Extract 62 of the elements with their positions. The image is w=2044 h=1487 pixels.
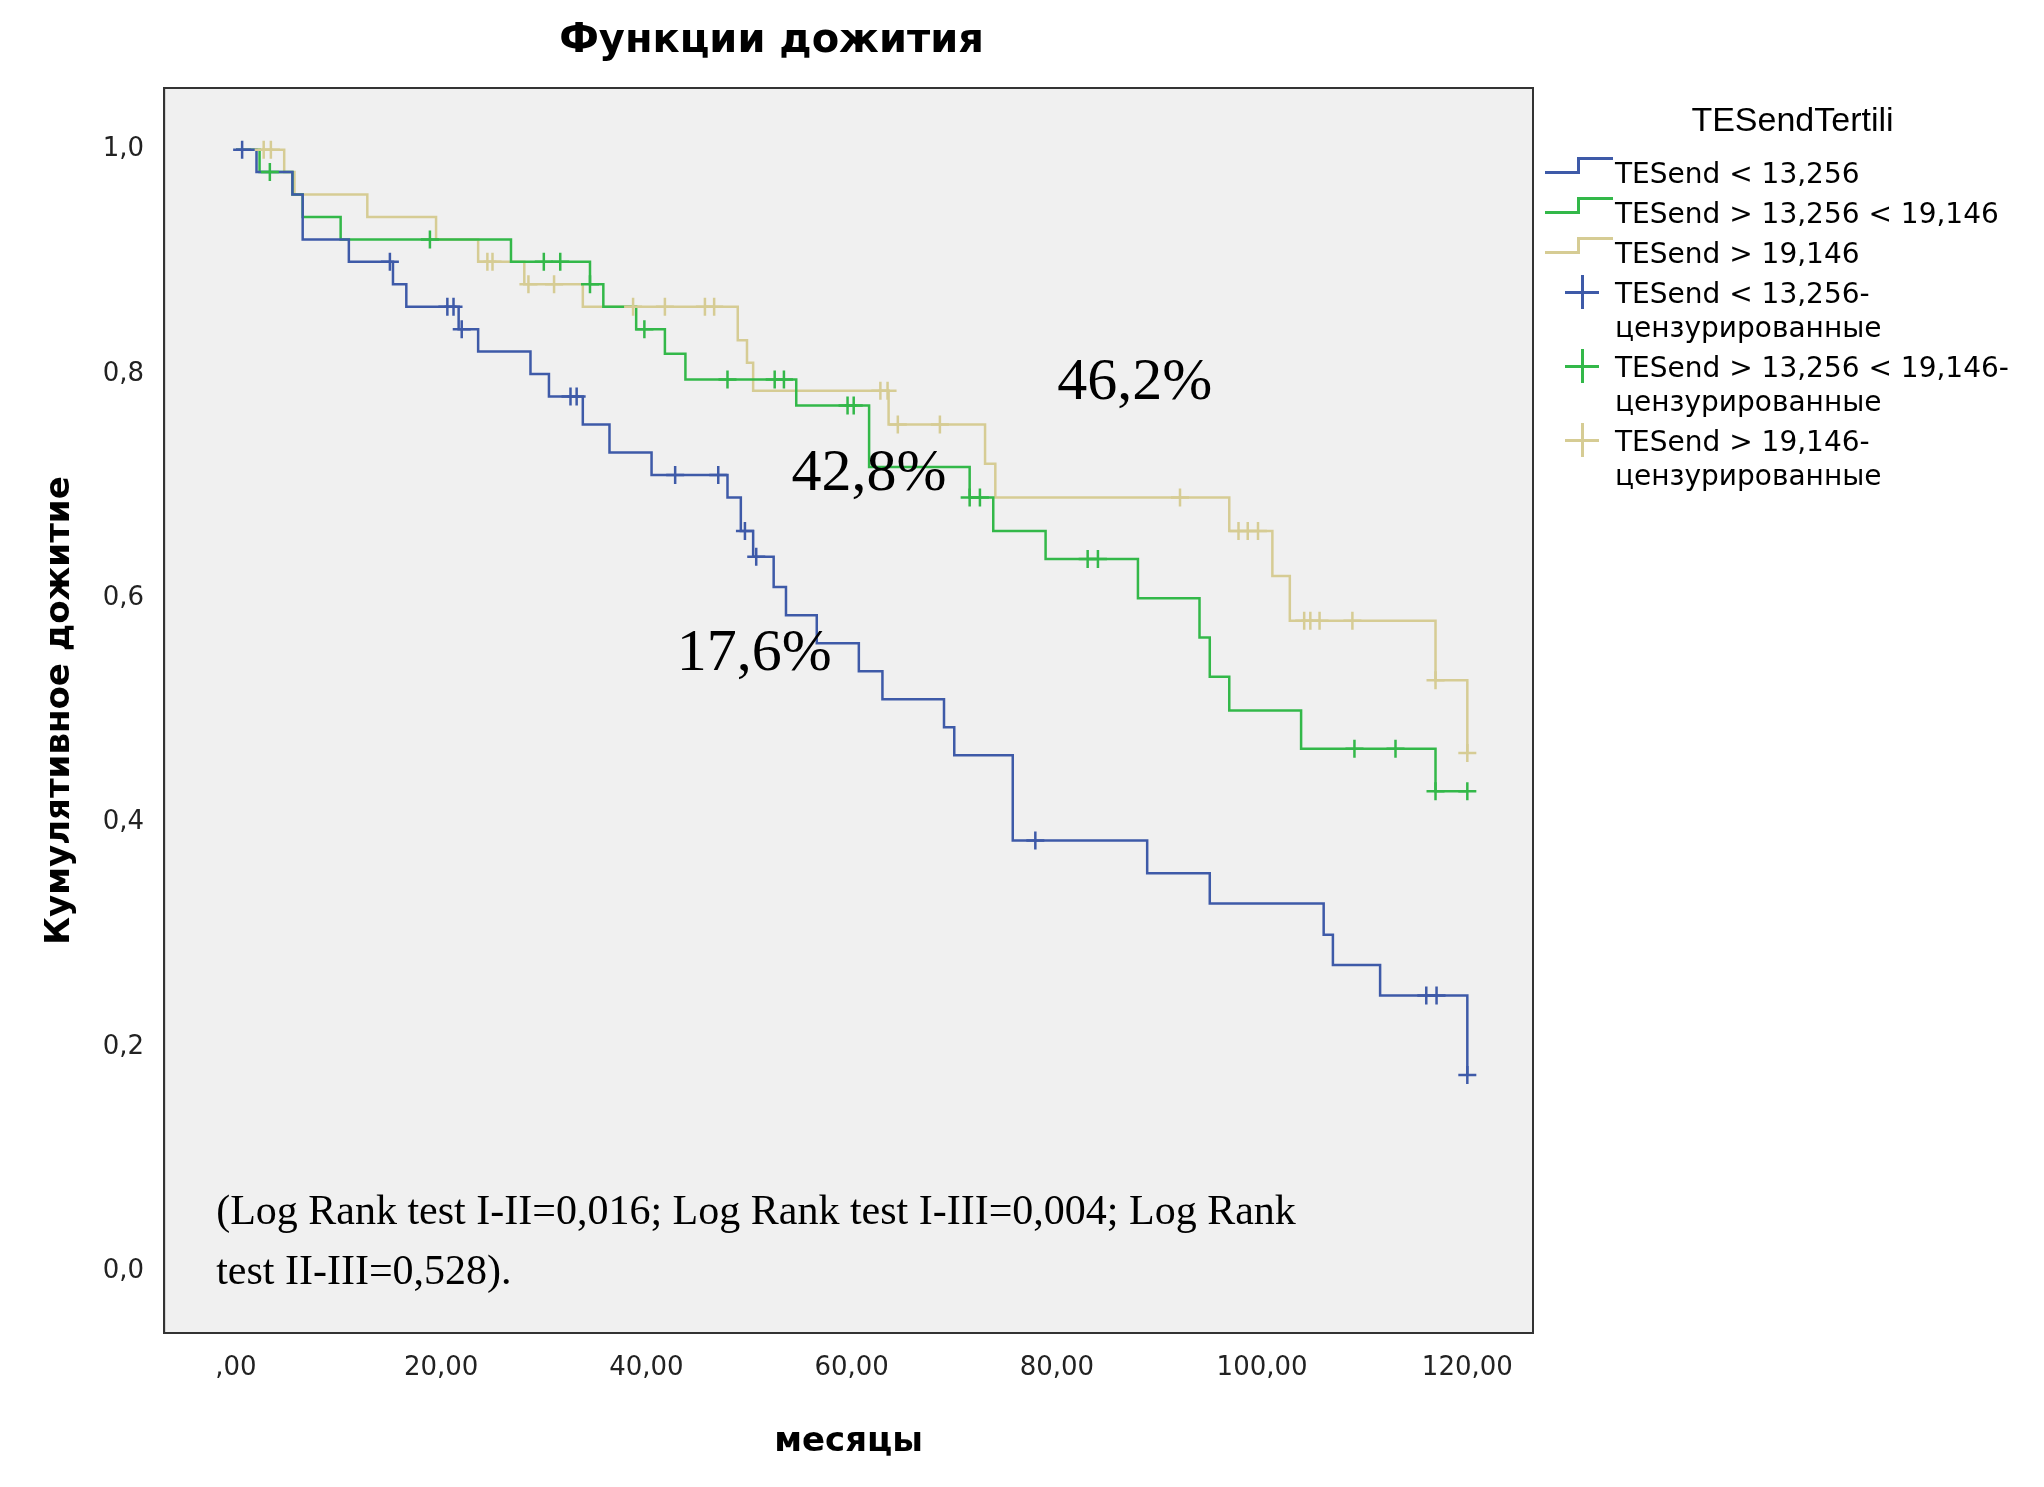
x-tick-label: 60,00 (814, 1351, 889, 1382)
point (773, 369, 795, 390)
point (887, 414, 909, 435)
legend-label: TESend < 13,256 (1615, 157, 1861, 191)
y-tick-label: 0,6 (102, 581, 145, 612)
legend-label: TESend > 13,256 < 19,146 (1615, 197, 2000, 231)
point (1457, 742, 1478, 764)
point (745, 546, 767, 568)
point (482, 251, 503, 273)
annotation: (Log Rank test I-II=0,016; Log Rank test I-III=0,004; Log Rank test II-III=0,528). (216, 1187, 1296, 1295)
point (1025, 830, 1046, 851)
annotation: 42,8% (791, 436, 947, 503)
legend-label: TESend > 13,256 < 19,146-цензурированные (1615, 351, 2010, 419)
point (929, 414, 951, 435)
point (1457, 1064, 1478, 1086)
y-tick-label: 1,0 (102, 132, 145, 163)
point (1425, 781, 1446, 802)
point (419, 229, 441, 250)
legend-label: TESend > 19,146 (1615, 237, 1861, 271)
point (1426, 985, 1447, 1006)
point (518, 274, 539, 295)
x-tick-label: 20,00 (403, 1351, 479, 1382)
legend-label: TESend < 13,256-цензурированные (1615, 277, 1883, 345)
point (451, 318, 472, 340)
y-tick-label: 0,8 (102, 356, 145, 387)
annotation: 17,6% (676, 617, 832, 684)
chart-title: Функции дожития (559, 15, 984, 62)
legend-title: TESendTertili (1690, 100, 1895, 139)
point (1425, 669, 1446, 691)
x-tick-label: 120,00 (1421, 1351, 1513, 1382)
x-tick-label: 40,00 (609, 1351, 684, 1382)
y-tick-label: 0,2 (102, 1029, 145, 1060)
point (703, 296, 725, 317)
x-tick-label: 80,00 (1019, 1351, 1095, 1382)
y-tick-label: 0,0 (102, 1254, 145, 1285)
point (543, 274, 565, 295)
point (969, 487, 991, 508)
legend-label: TESend > 19,146-цензурированные (1615, 425, 1883, 493)
point (1457, 781, 1478, 802)
point (1087, 548, 1109, 570)
point (1169, 487, 1191, 508)
point (443, 296, 464, 317)
point (654, 296, 676, 317)
point (708, 464, 729, 486)
x-axis-title: месяцы (774, 1419, 923, 1460)
point (622, 296, 644, 317)
y-tick-label: 0,4 (102, 805, 145, 836)
point (1309, 610, 1330, 632)
x-tick-label: 100,00 (1216, 1351, 1308, 1382)
point (843, 395, 864, 416)
point (1247, 520, 1269, 542)
point (259, 161, 281, 183)
point (734, 520, 756, 542)
point (717, 369, 738, 390)
point (664, 464, 686, 486)
point (379, 251, 401, 273)
y-axis-title: Кумулятивное дожитие (37, 476, 78, 945)
annotation: 46,2% (1057, 345, 1213, 412)
point (566, 386, 587, 407)
point (1342, 610, 1363, 632)
point (579, 274, 601, 295)
x-tick-label: ,00 (215, 1351, 257, 1382)
